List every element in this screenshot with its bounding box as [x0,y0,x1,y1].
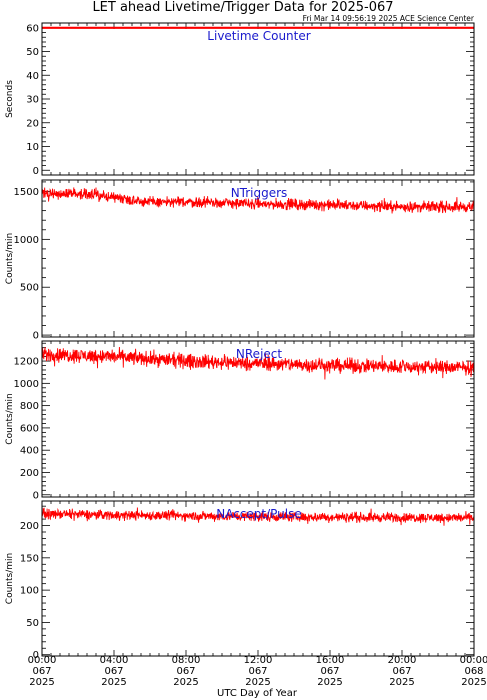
x-tick-label: 16:00 [316,655,345,666]
y-tick-label: 10 [26,142,39,153]
y-tick-label: 0 [33,650,39,661]
y-tick-label: 1200 [14,357,39,368]
panel-frame [41,179,475,338]
y-axis-label: Counts/min [5,553,15,604]
y-tick-label: 1000 [14,235,39,246]
panel-1: 0 10 20 30 40 50 60 Seconds Livetime Counter [5,22,475,177]
panel-title: NTriggers [231,186,288,200]
x-tick-label: 2025 [101,677,126,688]
y-tick-label: 50 [26,47,39,58]
series-line-2-1 [41,187,475,214]
y-tick-label: 150 [20,553,39,564]
figure-subtitle: Fri Mar 14 09:56:19 2025 ACE Science Cen… [303,14,475,23]
x-axis-labels: 00:00067202504:00067202508:00067202512:0… [28,655,487,688]
x-tick-label: 2025 [173,677,198,688]
x-tick-label: 068 [464,666,483,677]
panel-4: 0 50 100 150 200 Counts/min NAccept/Pulse [5,500,475,661]
series-line-3-1 [41,346,475,380]
x-tick-label: 12:00 [244,655,273,666]
y-tick-label: 100 [20,586,39,597]
y-tick-label: 200 [20,468,39,479]
y-tick-label: 0 [33,331,39,342]
x-tick-label: 067 [176,666,195,677]
y-tick-label: 400 [20,446,39,457]
y-tick-label: 800 [20,401,39,412]
y-tick-label: 60 [26,23,39,34]
y-tick-label: 600 [20,423,39,434]
y-tick-label: 500 [20,283,39,294]
series-line-4-1 [41,507,475,526]
panel-title: NAccept/Pulse [216,507,302,521]
x-tick-label: 067 [392,666,411,677]
x-axis-label: UTC Day of Year [217,688,298,699]
y-tick-label: 1500 [14,187,39,198]
x-tick-label: 00:00 [460,655,487,666]
y-tick-label: 1000 [14,379,39,390]
panel-frame [41,22,475,176]
x-tick-label: 08:00 [172,655,201,666]
x-tick-label: 2025 [389,677,414,688]
panel-title: NReject [236,347,282,361]
y-tick-label: 40 [26,71,39,82]
x-tick-label: 00:00 [28,655,57,666]
panel-title: Livetime Counter [207,29,310,43]
panel-frame [41,500,475,657]
y-tick-label: 0 [33,490,39,501]
x-tick-label: 2025 [317,677,342,688]
y-tick-label: 200 [20,521,39,532]
x-tick-label: 067 [104,666,123,677]
x-tick-label: 067 [32,666,51,677]
x-tick-label: 04:00 [100,655,129,666]
x-tick-label: 2025 [245,677,270,688]
y-axis-label: Counts/min [5,233,15,284]
figure-title: LET ahead Livetime/Trigger Data for 2025… [92,0,393,15]
panel-3: 0 200 400 600 800 1000 1200 Counts/min NReject [5,340,475,501]
panel-frame [41,340,475,498]
y-axis-label: Counts/min [5,393,15,444]
x-tick-label: 2025 [29,677,54,688]
y-tick-label: 0 [33,166,39,177]
x-tick-label: 067 [320,666,339,677]
panel-2: 0 500 1000 1500 Counts/min NTriggers [5,179,475,342]
x-tick-label: 2025 [461,677,486,688]
y-axis-label: Seconds [5,80,15,118]
y-tick-label: 20 [26,118,39,129]
y-tick-label: 30 [26,95,39,106]
x-tick-label: 067 [248,666,267,677]
y-tick-label: 50 [26,618,39,629]
x-tick-label: 20:00 [388,655,417,666]
